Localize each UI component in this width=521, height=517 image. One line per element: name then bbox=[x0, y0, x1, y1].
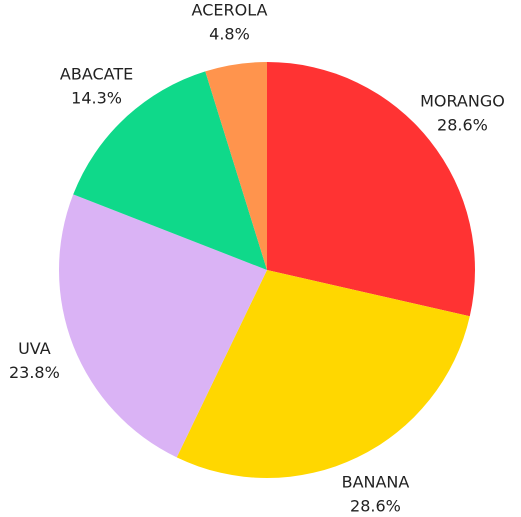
pie-slice bbox=[205, 62, 267, 270]
pie-slice bbox=[176, 270, 470, 478]
slice-value-label: 4.8% bbox=[209, 24, 250, 43]
slice-label: MORANGO bbox=[420, 92, 505, 111]
slice-label: ACEROLA bbox=[192, 0, 268, 19]
slice-value-label: 23.8% bbox=[9, 363, 60, 382]
slice-value-label: 28.6% bbox=[350, 497, 401, 516]
pie-slice bbox=[58, 194, 267, 458]
pie-slice bbox=[73, 71, 267, 270]
slice-label: ABACATE bbox=[60, 65, 133, 84]
pie-slice bbox=[267, 62, 476, 317]
slice-label: BANANA bbox=[342, 473, 410, 492]
slice-label: UVA bbox=[18, 339, 51, 358]
slice-value-label: 28.6% bbox=[437, 116, 488, 135]
slice-value-label: 14.3% bbox=[71, 89, 122, 108]
